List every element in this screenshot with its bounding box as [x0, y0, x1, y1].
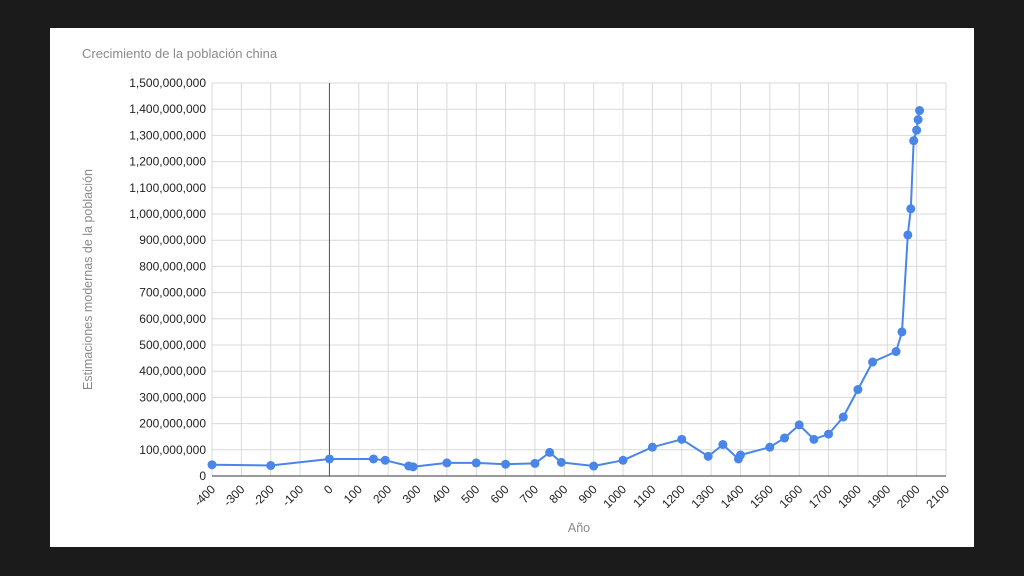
x-tick-label: 1700	[806, 482, 835, 511]
data-point[interactable]	[897, 327, 907, 337]
y-axis-label: Estimaciones modernas de la población	[81, 169, 95, 390]
y-tick-label: 1,400,000,000	[129, 102, 206, 116]
x-tick-label: -100	[279, 482, 306, 509]
data-point[interactable]	[765, 442, 775, 452]
y-tick-label: 400,000,000	[139, 364, 206, 378]
data-point[interactable]	[906, 204, 916, 214]
x-tick-label: 200	[370, 482, 394, 506]
x-tick-label: 400	[429, 482, 453, 506]
x-tick-label: 2000	[894, 482, 923, 511]
y-tick-labels: 0 100,000,000 200,000,000 300,000,000 400,00…	[129, 76, 206, 483]
data-point[interactable]	[891, 347, 901, 357]
data-point[interactable]	[794, 420, 804, 430]
x-tick-label: 300	[400, 482, 424, 506]
y-tick-label: 900,000,000	[139, 233, 206, 247]
x-tick-labels: -400 -300 -200 -100 0 100 200 300 400 500 600 700 80…	[191, 482, 952, 511]
x-tick-label: 1900	[865, 482, 894, 511]
x-tick-label: 800	[546, 482, 570, 506]
data-points	[207, 106, 925, 472]
y-tick-label: 1,200,000,000	[129, 155, 206, 169]
x-tick-label: 900	[576, 482, 600, 506]
y-tick-label: 100,000,000	[139, 443, 206, 457]
y-tick-label: 600,000,000	[139, 312, 206, 326]
data-point[interactable]	[912, 125, 922, 135]
data-point[interactable]	[408, 462, 418, 472]
x-tick-label: 1200	[659, 482, 688, 511]
grid-lines	[211, 82, 947, 477]
y-tick-label: 0	[199, 469, 206, 483]
series-line	[211, 110, 921, 468]
data-point[interactable]	[703, 451, 713, 461]
data-point[interactable]	[718, 440, 728, 450]
data-point[interactable]	[868, 357, 878, 367]
data-point[interactable]	[909, 136, 919, 146]
data-point[interactable]	[647, 442, 657, 452]
y-tick-label: 1,000,000,000	[129, 207, 206, 221]
data-point[interactable]	[677, 434, 687, 444]
data-point[interactable]	[380, 455, 390, 465]
y-tick-label: 1,300,000,000	[129, 128, 206, 142]
data-point[interactable]	[853, 385, 863, 395]
data-point[interactable]	[368, 454, 378, 464]
data-point[interactable]	[324, 454, 334, 464]
x-tick-label: 1300	[688, 482, 717, 511]
x-tick-label: -300	[221, 482, 248, 509]
data-point[interactable]	[471, 458, 481, 468]
x-tick-label: 700	[517, 482, 541, 506]
x-tick-label: 500	[458, 482, 482, 506]
x-tick-label: 1400	[718, 482, 747, 511]
x-tick-label: 0	[321, 482, 336, 497]
data-point[interactable]	[903, 230, 913, 240]
data-point[interactable]	[207, 460, 217, 470]
x-tick-label: -400	[191, 482, 218, 509]
data-point[interactable]	[735, 450, 745, 460]
y-tick-label: 200,000,000	[139, 417, 206, 431]
y-tick-label: 300,000,000	[139, 390, 206, 404]
y-tick-label: 800,000,000	[139, 259, 206, 273]
data-point[interactable]	[780, 433, 790, 443]
chart-title: Crecimiento de la población china	[82, 46, 278, 61]
x-tick-label: 100	[341, 482, 365, 506]
population-line-chart: 0 100,000,000 200,000,000 300,000,000 400,00…	[81, 76, 952, 535]
chart-card: Crecimiento de la población china 0 100,0…	[50, 28, 974, 547]
data-point[interactable]	[913, 115, 923, 125]
x-tick-label: 1800	[835, 482, 864, 511]
data-point[interactable]	[556, 457, 566, 467]
y-tick-label: 700,000,000	[139, 286, 206, 300]
x-tick-label: 1000	[600, 482, 629, 511]
series-line	[211, 110, 921, 468]
x-tick-label: 1600	[777, 482, 806, 511]
x-tick-label: 2100	[923, 482, 952, 511]
data-point[interactable]	[501, 459, 511, 469]
x-tick-label: 1100	[630, 482, 658, 510]
data-point[interactable]	[618, 455, 628, 465]
data-point[interactable]	[915, 106, 925, 116]
data-point[interactable]	[530, 458, 540, 468]
x-tick-label: -200	[250, 482, 277, 509]
data-point[interactable]	[545, 447, 555, 457]
data-point[interactable]	[838, 412, 848, 422]
data-point[interactable]	[824, 429, 834, 439]
data-point[interactable]	[442, 458, 452, 468]
data-point[interactable]	[589, 461, 599, 471]
y-tick-label: 1,500,000,000	[129, 76, 206, 90]
y-tick-label: 1,100,000,000	[129, 181, 206, 195]
y-tick-label: 500,000,000	[139, 338, 206, 352]
x-tick-label: 1500	[747, 482, 776, 511]
data-point[interactable]	[809, 434, 819, 444]
data-point[interactable]	[266, 461, 276, 471]
x-axis-label: Año	[568, 521, 590, 535]
x-tick-label: 600	[488, 482, 512, 506]
